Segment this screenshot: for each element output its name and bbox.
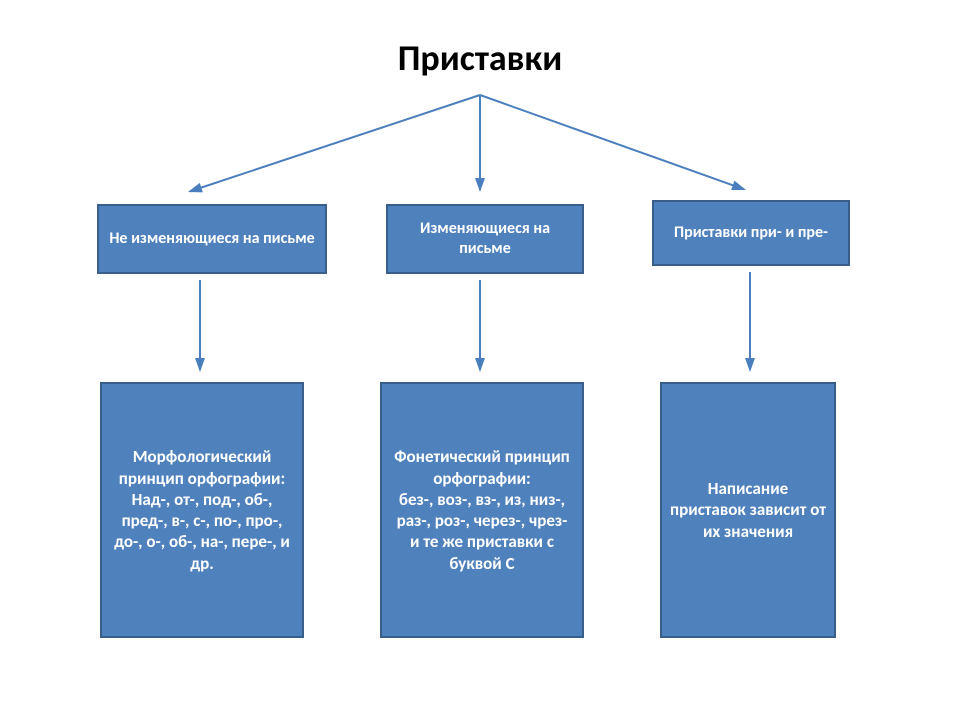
node-pri-pre: Приставки при- и пре- (652, 200, 850, 266)
node-meaning-dependent: Написание приставок зависит от их значен… (660, 382, 836, 638)
node-changing: Изменяющиеся на письме (386, 204, 584, 274)
node-phonetic: Фонетический принцип орфографии: без-, в… (380, 382, 584, 638)
node-morphological: Морфологический принцип орфографии: Над-… (100, 382, 304, 638)
node-unchanging: Не изменяющиеся на письме (97, 204, 327, 274)
diagram-title: Приставки (398, 36, 563, 80)
